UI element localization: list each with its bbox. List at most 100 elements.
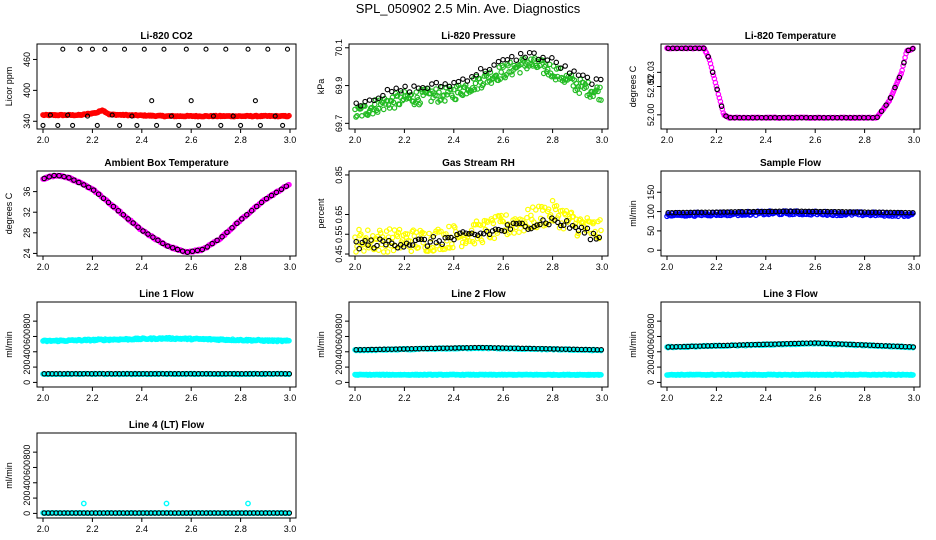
y-tick-label: 0.85	[334, 166, 344, 184]
data-point	[531, 50, 537, 56]
data-point	[835, 209, 842, 215]
data-point	[224, 229, 230, 236]
x-tick-label: 2.4	[448, 135, 461, 145]
data-point	[728, 209, 734, 215]
data-point	[452, 96, 459, 103]
y-axis-label: ml/min	[628, 331, 638, 358]
data-point	[710, 72, 717, 79]
data-point	[555, 219, 561, 226]
data-point	[701, 45, 707, 52]
data-point	[549, 197, 556, 204]
data-point	[427, 239, 434, 245]
data-point	[809, 208, 816, 215]
x-tick-label: 2.8	[546, 262, 559, 272]
data-point	[495, 58, 502, 65]
data-point	[562, 63, 568, 69]
y-tick-label: 800	[334, 314, 344, 329]
data-point	[263, 195, 270, 202]
data-point	[884, 209, 890, 216]
y-tick-label: 69.7	[334, 115, 344, 133]
data-point	[795, 208, 801, 215]
data-point	[901, 60, 907, 66]
data-point	[684, 209, 690, 216]
data-point	[56, 172, 62, 179]
data-point	[248, 207, 255, 214]
data-point	[386, 237, 392, 244]
y-tick-label: 50	[646, 226, 656, 236]
data-point	[513, 221, 520, 227]
y-tick-label: 70.1	[334, 39, 344, 57]
data-point	[238, 122, 244, 128]
data-point	[466, 238, 473, 244]
data-point	[397, 245, 404, 251]
data-point	[572, 224, 579, 231]
data-point	[576, 90, 583, 97]
data-point	[500, 218, 507, 225]
data-point	[390, 99, 397, 106]
panel-title: Line 3 Flow	[763, 289, 818, 300]
data-point	[597, 84, 603, 91]
data-point	[839, 209, 846, 215]
data-point	[584, 74, 591, 81]
data-point	[90, 187, 97, 193]
data-point	[477, 222, 484, 229]
data-point	[750, 208, 757, 215]
data-point	[521, 55, 527, 62]
data-point	[383, 241, 389, 248]
data-point	[504, 57, 511, 63]
data-point	[102, 46, 108, 52]
data-point	[702, 209, 709, 215]
data-point	[389, 88, 395, 95]
data-point	[46, 174, 52, 180]
data-point	[535, 203, 542, 210]
data-point	[754, 208, 760, 215]
data-point	[489, 217, 496, 224]
data-point	[283, 183, 290, 189]
x-tick-label: 2.2	[710, 262, 723, 272]
data-point	[575, 227, 582, 234]
data-point	[472, 221, 479, 228]
data-point	[555, 65, 562, 71]
data-point	[210, 113, 216, 119]
y-tick-label: 0.45	[334, 245, 344, 263]
y-tick-label: 800	[22, 314, 32, 329]
x-tick-label: 2.6	[185, 524, 198, 534]
data-point	[821, 208, 827, 215]
y-tick-label: 600	[646, 329, 656, 344]
series-average	[40, 46, 291, 128]
data-point	[553, 59, 560, 66]
x-tick-label: 2.0	[349, 393, 362, 403]
series-average	[665, 208, 916, 216]
data-point	[408, 248, 415, 255]
data-point	[714, 86, 720, 93]
data-point	[798, 208, 805, 215]
data-point	[672, 209, 679, 216]
data-point	[66, 175, 72, 181]
data-point	[77, 46, 83, 52]
data-point	[390, 247, 397, 254]
data-point	[129, 113, 135, 119]
x-tick-label: 2.2	[86, 524, 99, 534]
data-point	[691, 209, 697, 216]
data-point	[880, 209, 886, 216]
y-tick-label: 52.03	[646, 61, 656, 84]
data-point	[188, 98, 194, 104]
data-point	[540, 217, 546, 223]
data-point	[389, 234, 396, 241]
data-point	[791, 208, 797, 214]
data-point	[454, 231, 460, 238]
y-tick-label: 100	[646, 204, 656, 219]
data-point	[525, 226, 531, 232]
data-point	[268, 192, 275, 199]
data-point	[219, 234, 225, 240]
x-tick-label: 2.8	[234, 135, 247, 145]
data-point	[555, 212, 562, 219]
x-tick-label: 2.8	[546, 393, 559, 403]
data-point	[154, 122, 160, 128]
series-average	[353, 215, 603, 252]
data-point	[495, 226, 502, 233]
y-tick-label: 0	[646, 380, 656, 385]
y-tick-label: 400	[22, 475, 32, 490]
data-point	[376, 227, 383, 234]
y-tick-label: 36	[22, 187, 32, 197]
